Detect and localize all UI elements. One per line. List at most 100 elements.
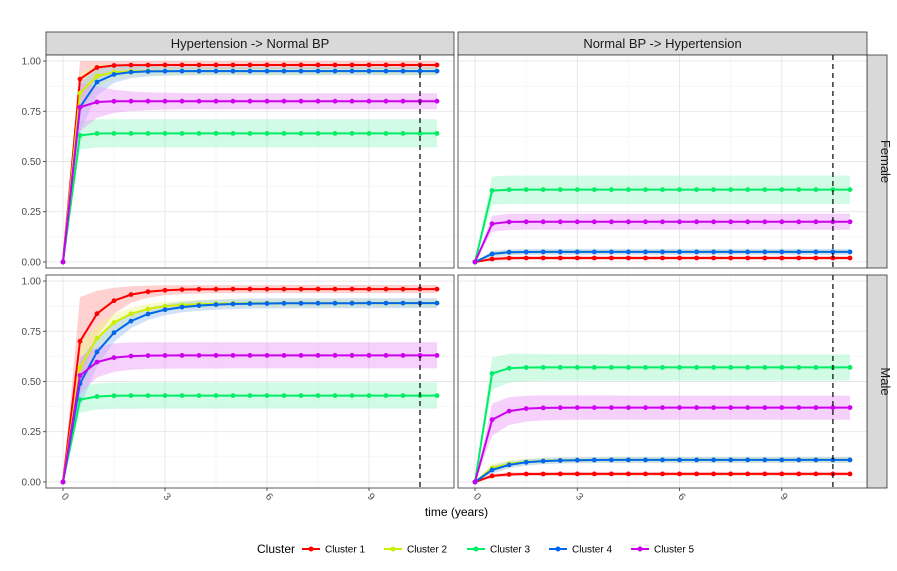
data-point: [162, 68, 168, 74]
data-point: [779, 255, 785, 261]
facet-panel: [45, 274, 455, 489]
y-tick-label: 1.00: [22, 277, 42, 288]
panel-border: [457, 54, 868, 269]
data-point: [145, 98, 151, 104]
data-point: [77, 90, 83, 96]
x-tick-label: 3: [573, 491, 585, 503]
confidence-band: [475, 175, 850, 262]
data-point: [591, 249, 597, 255]
data-point: [694, 249, 699, 255]
data-point: [400, 62, 406, 68]
data-point: [847, 219, 853, 225]
data-point: [574, 249, 580, 255]
data-point: [523, 406, 529, 411]
data-point: [128, 98, 134, 104]
data-point: [591, 187, 597, 193]
confidence-band: [63, 64, 437, 263]
data-point: [247, 353, 253, 358]
data-point: [609, 255, 614, 261]
data-point: [711, 255, 716, 261]
data-point: [762, 471, 768, 477]
data-point: [366, 353, 372, 358]
data-point: [489, 371, 495, 376]
y-tick-label: 0.25: [22, 427, 42, 438]
data-point: [196, 393, 202, 398]
data-point: [111, 98, 117, 104]
x-tick-label: 6: [263, 491, 275, 503]
data-point: [591, 255, 597, 261]
data-point: [400, 131, 406, 136]
x-axis-title: time (years): [425, 505, 488, 519]
data-point: [660, 249, 665, 255]
data-point: [247, 131, 253, 136]
data-point: [196, 353, 202, 358]
data-point: [162, 98, 168, 104]
data-point: [626, 255, 631, 261]
data-point: [400, 68, 406, 74]
data-point: [540, 471, 546, 477]
data-point: [298, 62, 304, 68]
data-point: [643, 219, 648, 225]
data-point: [745, 471, 751, 477]
data-point: [366, 393, 372, 398]
data-point: [111, 298, 117, 304]
data-point: [609, 457, 614, 463]
data-point: [77, 397, 83, 402]
data-point: [111, 72, 117, 77]
data-point: [162, 287, 168, 293]
data-point: [557, 458, 563, 463]
data-point: [506, 255, 512, 261]
data-point: [77, 365, 83, 370]
data-point: [847, 187, 853, 193]
data-point: [60, 479, 66, 485]
legend-key-point: [555, 546, 561, 552]
data-point: [489, 417, 495, 423]
facet-panels: [45, 54, 868, 489]
data-point: [574, 219, 580, 225]
confidence-band: [475, 213, 850, 262]
data-point: [626, 405, 631, 410]
data-point: [643, 365, 648, 370]
data-point: [660, 187, 665, 193]
data-point: [643, 255, 648, 261]
data-point: [315, 300, 321, 306]
data-point: [540, 249, 546, 255]
data-point: [779, 187, 785, 193]
data-point: [813, 219, 819, 225]
legend: Cluster Cluster 1 Cluster 2 Cluster 3 Cluste…: [257, 542, 694, 556]
data-point: [434, 98, 440, 104]
data-point: [472, 259, 478, 265]
data-point: [281, 98, 287, 104]
data-point: [94, 99, 100, 105]
facet-strips: Hypertension -> Normal BP Normal BP -> Hy…: [45, 31, 893, 489]
data-point: [366, 98, 372, 104]
data-point: [145, 311, 151, 317]
y-tick-label: 0.50: [22, 377, 42, 388]
data-point: [332, 393, 338, 398]
data-point: [506, 187, 512, 193]
data-point: [196, 286, 202, 292]
data-point: [332, 300, 338, 306]
data-point: [264, 68, 270, 74]
data-point: [264, 301, 270, 306]
data-point: [349, 300, 355, 306]
data-point: [557, 187, 563, 193]
data-point: [434, 131, 440, 136]
data-point: [523, 249, 529, 255]
data-point: [349, 62, 355, 68]
data-point: [145, 131, 151, 136]
data-point: [77, 104, 83, 110]
data-point: [506, 408, 512, 414]
data-point: [332, 286, 338, 292]
data-point: [298, 98, 304, 104]
data-point: [94, 336, 100, 341]
data-point: [179, 98, 185, 104]
data-point: [145, 62, 151, 68]
data-point: [711, 219, 716, 225]
facet-col-label: Hypertension -> Normal BP: [171, 36, 330, 51]
data-point: [332, 131, 338, 136]
y-tick-label: 0.75: [22, 327, 42, 338]
data-point: [660, 219, 665, 225]
data-point: [128, 131, 134, 136]
data-point: [247, 62, 253, 68]
